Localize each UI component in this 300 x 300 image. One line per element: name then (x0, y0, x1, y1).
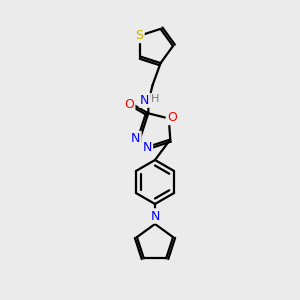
Text: N: N (142, 141, 152, 154)
Text: N: N (150, 209, 160, 223)
Text: O: O (167, 111, 177, 124)
Text: H: H (152, 94, 160, 104)
Text: O: O (124, 98, 134, 111)
Text: N: N (131, 132, 140, 145)
Text: N: N (140, 94, 149, 106)
Text: S: S (135, 29, 143, 42)
